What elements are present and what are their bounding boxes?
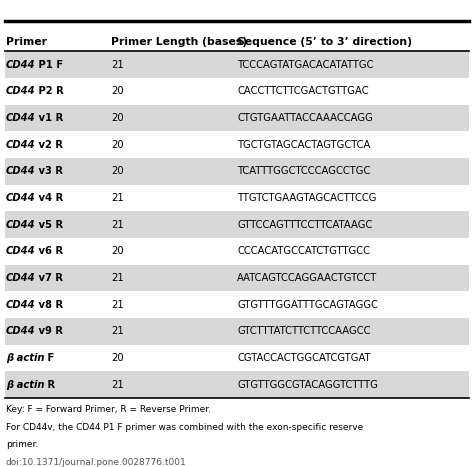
Text: CD44: CD44 bbox=[6, 273, 35, 283]
Text: v4 R: v4 R bbox=[35, 193, 64, 203]
Text: β actin: β actin bbox=[6, 380, 44, 389]
Text: AATCAGTCCAGGAACTGTCCT: AATCAGTCCAGGAACTGTCCT bbox=[237, 273, 377, 283]
Text: For CD44v, the CD44 P1 F primer was combined with the exon-specific reserve: For CD44v, the CD44 P1 F primer was comb… bbox=[6, 423, 363, 432]
Text: 21: 21 bbox=[111, 300, 124, 310]
Text: 21: 21 bbox=[111, 60, 124, 70]
Bar bbox=[5, 318, 469, 345]
Bar bbox=[5, 158, 469, 184]
Bar bbox=[5, 371, 469, 398]
Text: Sequence (5’ to 3’ direction): Sequence (5’ to 3’ direction) bbox=[237, 37, 412, 47]
Text: P2 R: P2 R bbox=[35, 86, 64, 96]
Text: CD44: CD44 bbox=[6, 246, 35, 256]
Text: 21: 21 bbox=[111, 380, 124, 389]
Text: Key: F = Forward Primer, R = Reverse Primer.: Key: F = Forward Primer, R = Reverse Pri… bbox=[6, 405, 210, 414]
Text: CD44: CD44 bbox=[6, 140, 35, 149]
Text: 20: 20 bbox=[111, 353, 124, 363]
Text: v5 R: v5 R bbox=[35, 219, 64, 230]
Text: 20: 20 bbox=[111, 246, 124, 256]
Text: v6 R: v6 R bbox=[35, 246, 64, 256]
Text: CACCTTCTTCGACTGTTGAC: CACCTTCTTCGACTGTTGAC bbox=[237, 86, 369, 96]
Text: CTGTGAATTACCAAACCAGG: CTGTGAATTACCAAACCAGG bbox=[237, 113, 373, 123]
Text: CD44: CD44 bbox=[6, 60, 35, 70]
Text: doi:10.1371/journal.pone.0028776.t001: doi:10.1371/journal.pone.0028776.t001 bbox=[6, 458, 186, 467]
Text: 21: 21 bbox=[111, 193, 124, 203]
Text: 20: 20 bbox=[111, 140, 124, 149]
Text: primer.: primer. bbox=[6, 440, 38, 449]
Text: TCCCAGTATGACACATATTGC: TCCCAGTATGACACATATTGC bbox=[237, 60, 374, 70]
Bar bbox=[5, 211, 469, 238]
Text: v9 R: v9 R bbox=[35, 326, 64, 336]
Text: 21: 21 bbox=[111, 219, 124, 230]
Text: v8 R: v8 R bbox=[35, 300, 64, 310]
Text: TCATTTGGCTCCCAGCCTGC: TCATTTGGCTCCCAGCCTGC bbox=[237, 166, 370, 177]
Text: GTTCCAGTTTCCTTCATAAGC: GTTCCAGTTTCCTTCATAAGC bbox=[237, 219, 373, 230]
Text: TTGTCTGAAGTAGCACTTCCG: TTGTCTGAAGTAGCACTTCCG bbox=[237, 193, 376, 203]
Text: CD44: CD44 bbox=[6, 166, 35, 177]
Text: CGTACCACTGGCATCGTGAT: CGTACCACTGGCATCGTGAT bbox=[237, 353, 371, 363]
Text: R: R bbox=[44, 380, 55, 389]
Text: v2 R: v2 R bbox=[35, 140, 64, 149]
Text: P1 F: P1 F bbox=[35, 60, 64, 70]
Text: Primer Length (bases): Primer Length (bases) bbox=[111, 37, 247, 47]
Text: CCCACATGCCATCTGTTGCC: CCCACATGCCATCTGTTGCC bbox=[237, 246, 370, 256]
Text: 20: 20 bbox=[111, 166, 124, 177]
Text: β actin: β actin bbox=[6, 353, 44, 363]
Text: GTCTTTATCTTCTTCCAAGCC: GTCTTTATCTTCTTCCAAGCC bbox=[237, 326, 371, 336]
Text: 20: 20 bbox=[111, 113, 124, 123]
Bar bbox=[5, 105, 469, 131]
Text: TGCTGTAGCACTAGTGCTCA: TGCTGTAGCACTAGTGCTCA bbox=[237, 140, 370, 149]
Text: 20: 20 bbox=[111, 86, 124, 96]
Text: CD44: CD44 bbox=[6, 219, 35, 230]
Text: v3 R: v3 R bbox=[35, 166, 64, 177]
Text: v1 R: v1 R bbox=[35, 113, 64, 123]
Text: v7 R: v7 R bbox=[35, 273, 64, 283]
Text: Primer: Primer bbox=[6, 37, 46, 47]
Bar bbox=[5, 51, 469, 78]
Text: CD44: CD44 bbox=[6, 326, 35, 336]
Bar bbox=[5, 265, 469, 291]
Text: CD44: CD44 bbox=[6, 300, 35, 310]
Text: F: F bbox=[44, 353, 55, 363]
Text: CD44: CD44 bbox=[6, 86, 35, 96]
Text: 21: 21 bbox=[111, 326, 124, 336]
Text: GTGTTTGGATTTGCAGTAGGC: GTGTTTGGATTTGCAGTAGGC bbox=[237, 300, 378, 310]
Text: CD44: CD44 bbox=[6, 113, 35, 123]
Text: 21: 21 bbox=[111, 273, 124, 283]
Text: GTGTTGGCGTACAGGTCTTTG: GTGTTGGCGTACAGGTCTTTG bbox=[237, 380, 378, 389]
Text: CD44: CD44 bbox=[6, 193, 35, 203]
